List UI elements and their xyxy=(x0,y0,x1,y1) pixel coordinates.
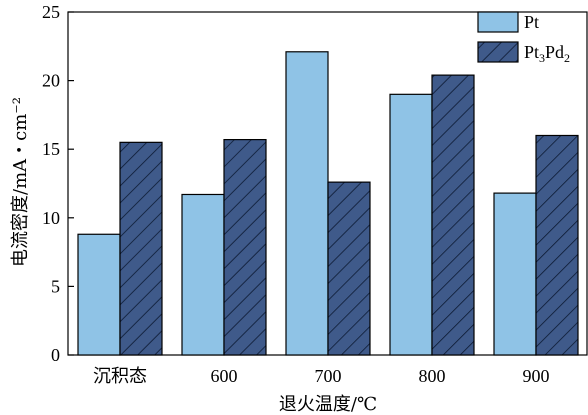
tick-labels: 0 5 10 15 20 25 沉积态 600 700 800 900 xyxy=(42,2,550,386)
bar-pt xyxy=(181,193,225,356)
y-tick-label: 20 xyxy=(42,71,60,91)
legend: Pt Pt3Pd2 xyxy=(477,11,570,65)
x-tick-label: 700 xyxy=(315,366,342,386)
bar-pt3pd2 xyxy=(535,134,579,356)
plot-area xyxy=(67,11,588,356)
x-tick-label: 沉积态 xyxy=(93,366,147,386)
legend-swatch-pt xyxy=(477,11,519,33)
y-tick-label: 15 xyxy=(42,139,60,159)
y-tick-label: 25 xyxy=(42,2,60,22)
bar-pt3pd2 xyxy=(431,74,475,356)
bar-pt xyxy=(493,192,537,356)
x-axis-label: 退火温度/℃ xyxy=(279,394,377,415)
y-tick-label: 10 xyxy=(42,208,60,228)
legend-swatch-pt3pd2 xyxy=(477,41,519,63)
bar-pt xyxy=(77,233,121,356)
bar-pt xyxy=(389,93,433,356)
legend-label-pt: Pt xyxy=(524,12,539,32)
legend-label-pt3pd2: Pt3Pd2 xyxy=(524,42,570,65)
x-tick-label: 800 xyxy=(419,366,446,386)
bar-pt3pd2 xyxy=(327,181,371,356)
bar-pt xyxy=(285,51,329,356)
y-axis-label: 电流密度/mA・cm⁻² xyxy=(10,97,31,267)
bar-pt3pd2 xyxy=(223,138,267,356)
x-tick-label: 600 xyxy=(211,366,238,386)
y-tick-label: 0 xyxy=(51,345,60,365)
y-tick-label: 5 xyxy=(51,276,60,296)
bar-pt3pd2 xyxy=(119,141,163,356)
x-tick-label: 900 xyxy=(523,366,550,386)
